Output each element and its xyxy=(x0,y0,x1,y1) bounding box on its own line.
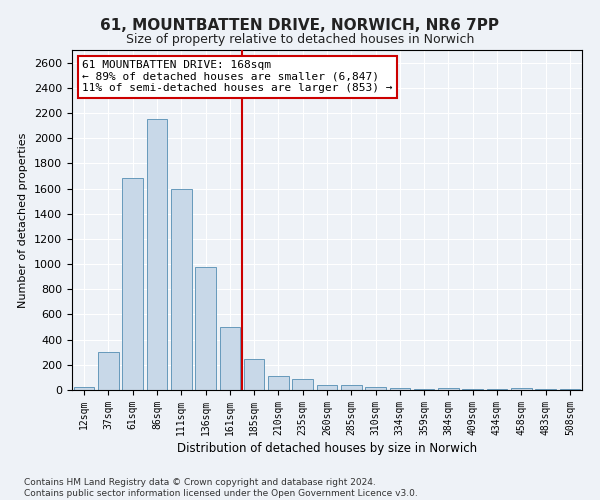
Text: Contains HM Land Registry data © Crown copyright and database right 2024.
Contai: Contains HM Land Registry data © Crown c… xyxy=(24,478,418,498)
Bar xyxy=(171,188,191,390)
Bar xyxy=(268,376,289,390)
Y-axis label: Number of detached properties: Number of detached properties xyxy=(19,132,28,308)
Bar xyxy=(341,385,362,390)
Bar xyxy=(74,387,94,390)
Bar xyxy=(292,378,313,390)
Text: Size of property relative to detached houses in Norwich: Size of property relative to detached ho… xyxy=(126,32,474,46)
Bar xyxy=(511,388,532,390)
Bar xyxy=(98,352,119,390)
Bar xyxy=(438,388,459,390)
Text: 61, MOUNTBATTEN DRIVE, NORWICH, NR6 7PP: 61, MOUNTBATTEN DRIVE, NORWICH, NR6 7PP xyxy=(101,18,499,32)
Bar xyxy=(220,327,240,390)
Bar xyxy=(365,387,386,390)
Bar xyxy=(195,266,216,390)
Bar xyxy=(122,178,143,390)
Bar xyxy=(317,385,337,390)
Text: 61 MOUNTBATTEN DRIVE: 168sqm
← 89% of detached houses are smaller (6,847)
11% of: 61 MOUNTBATTEN DRIVE: 168sqm ← 89% of de… xyxy=(82,60,392,94)
Bar xyxy=(389,388,410,390)
Bar xyxy=(146,120,167,390)
X-axis label: Distribution of detached houses by size in Norwich: Distribution of detached houses by size … xyxy=(177,442,477,455)
Bar xyxy=(244,359,265,390)
